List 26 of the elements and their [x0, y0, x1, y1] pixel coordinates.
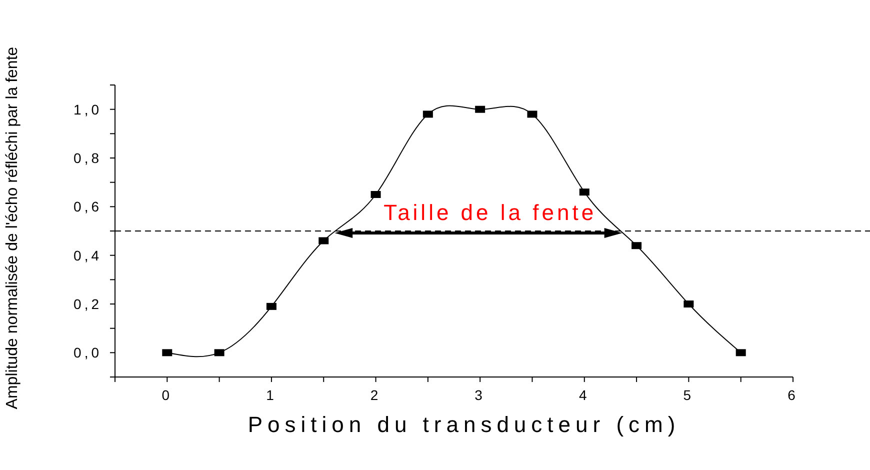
x-tick-label: 5	[683, 387, 694, 403]
y-tick-label: 0,0	[74, 344, 102, 361]
annotation: Taille de la fente	[384, 200, 597, 225]
x-axis-title: Position du transducteur (cm)	[248, 412, 680, 437]
y-tick-label: 0,6	[74, 198, 102, 215]
y-tick-label: 0,2	[74, 296, 102, 312]
y-tick-label: 0,8	[74, 150, 102, 166]
point	[214, 349, 224, 356]
x-tick-label: 4	[578, 387, 590, 403]
x-tick-label: 2	[370, 387, 382, 403]
point	[162, 349, 172, 356]
x-tick-label: 3	[474, 387, 486, 403]
point	[475, 106, 486, 113]
x-tick-label: 6	[788, 387, 798, 403]
x-tick-label: 1	[266, 387, 277, 403]
point	[318, 237, 329, 244]
point	[527, 110, 538, 118]
point	[632, 242, 642, 250]
y-tick-label: 1,0	[74, 101, 102, 118]
point	[736, 349, 746, 356]
y-tick-label: 0,4	[74, 247, 102, 264]
point	[579, 188, 590, 196]
point	[266, 302, 276, 310]
x-tick-label: 0	[162, 387, 173, 403]
y-axis-title: Amplitude normalisée de l'écho réfléchi par la fente	[4, 46, 21, 410]
point	[422, 110, 433, 118]
